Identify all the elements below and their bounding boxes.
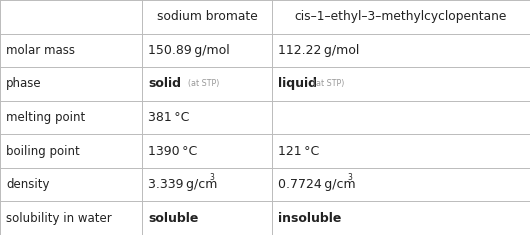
- Text: soluble: soluble: [148, 212, 199, 225]
- Text: molar mass: molar mass: [6, 44, 75, 57]
- Text: 121 °C: 121 °C: [278, 145, 320, 158]
- Text: sodium bromate: sodium bromate: [156, 10, 258, 23]
- Text: boiling point: boiling point: [6, 145, 80, 158]
- Text: (at STP): (at STP): [313, 79, 344, 88]
- Text: density: density: [6, 178, 50, 191]
- Text: melting point: melting point: [6, 111, 86, 124]
- Text: 3: 3: [347, 173, 352, 182]
- Text: 1390 °C: 1390 °C: [148, 145, 198, 158]
- Text: 150.89 g/mol: 150.89 g/mol: [148, 44, 230, 57]
- Text: 381 °C: 381 °C: [148, 111, 190, 124]
- Text: (at STP): (at STP): [188, 79, 219, 88]
- Text: 3: 3: [209, 173, 214, 182]
- Text: solid: solid: [148, 77, 181, 90]
- Text: solubility in water: solubility in water: [6, 212, 112, 225]
- Text: phase: phase: [6, 77, 42, 90]
- Text: 3.339 g/cm: 3.339 g/cm: [148, 178, 218, 191]
- Text: 112.22 g/mol: 112.22 g/mol: [278, 44, 360, 57]
- Text: insoluble: insoluble: [278, 212, 342, 225]
- Text: cis–1–ethyl–3–methylcyclopentane: cis–1–ethyl–3–methylcyclopentane: [295, 10, 507, 23]
- Text: liquid: liquid: [278, 77, 317, 90]
- Text: 0.7724 g/cm: 0.7724 g/cm: [278, 178, 356, 191]
